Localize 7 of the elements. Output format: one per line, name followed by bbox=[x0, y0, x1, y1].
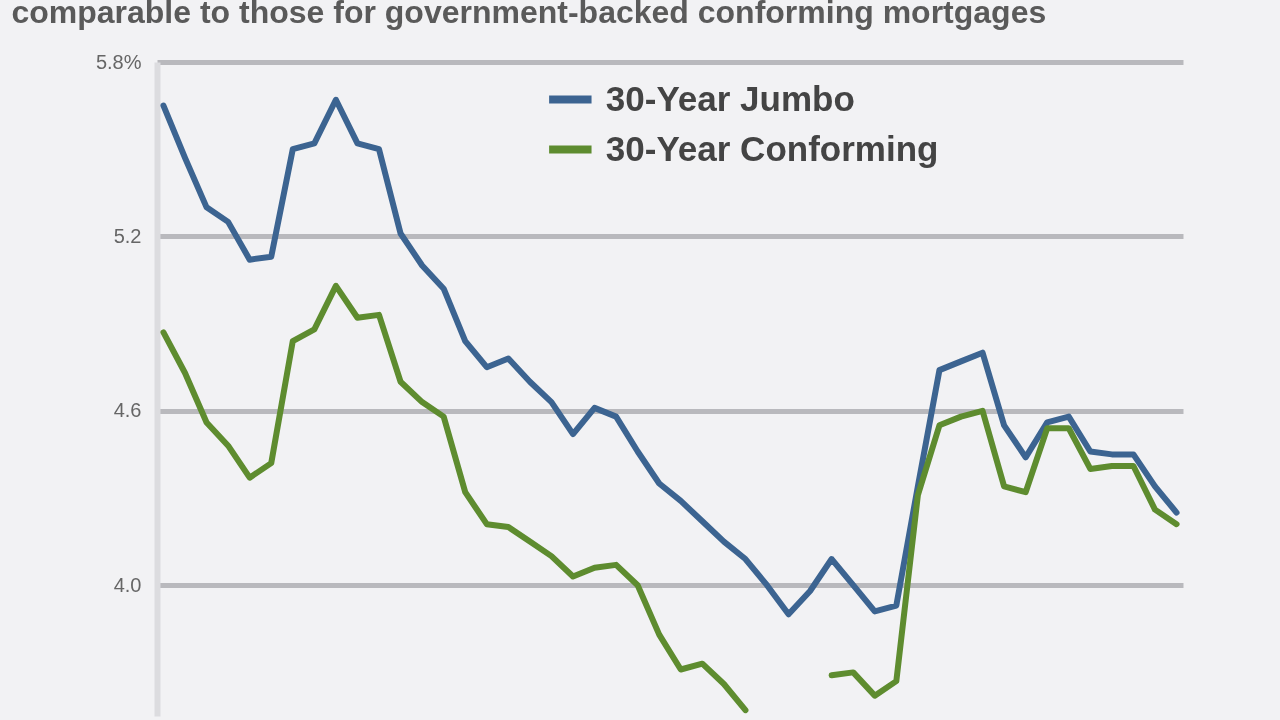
legend-label: 30-Year Jumbo bbox=[605, 78, 855, 118]
y-tick-label: 5.2 bbox=[113, 224, 142, 247]
chart-subtitle: comparable to those for government-backed conforming mortgages bbox=[11, 0, 1047, 30]
legend-label: 30-Year Conforming bbox=[605, 128, 939, 168]
y-tick-label: 4.6 bbox=[113, 399, 142, 422]
y-tick-label: 5.8% bbox=[95, 50, 142, 73]
y-tick-label: 4.0 bbox=[113, 573, 142, 596]
